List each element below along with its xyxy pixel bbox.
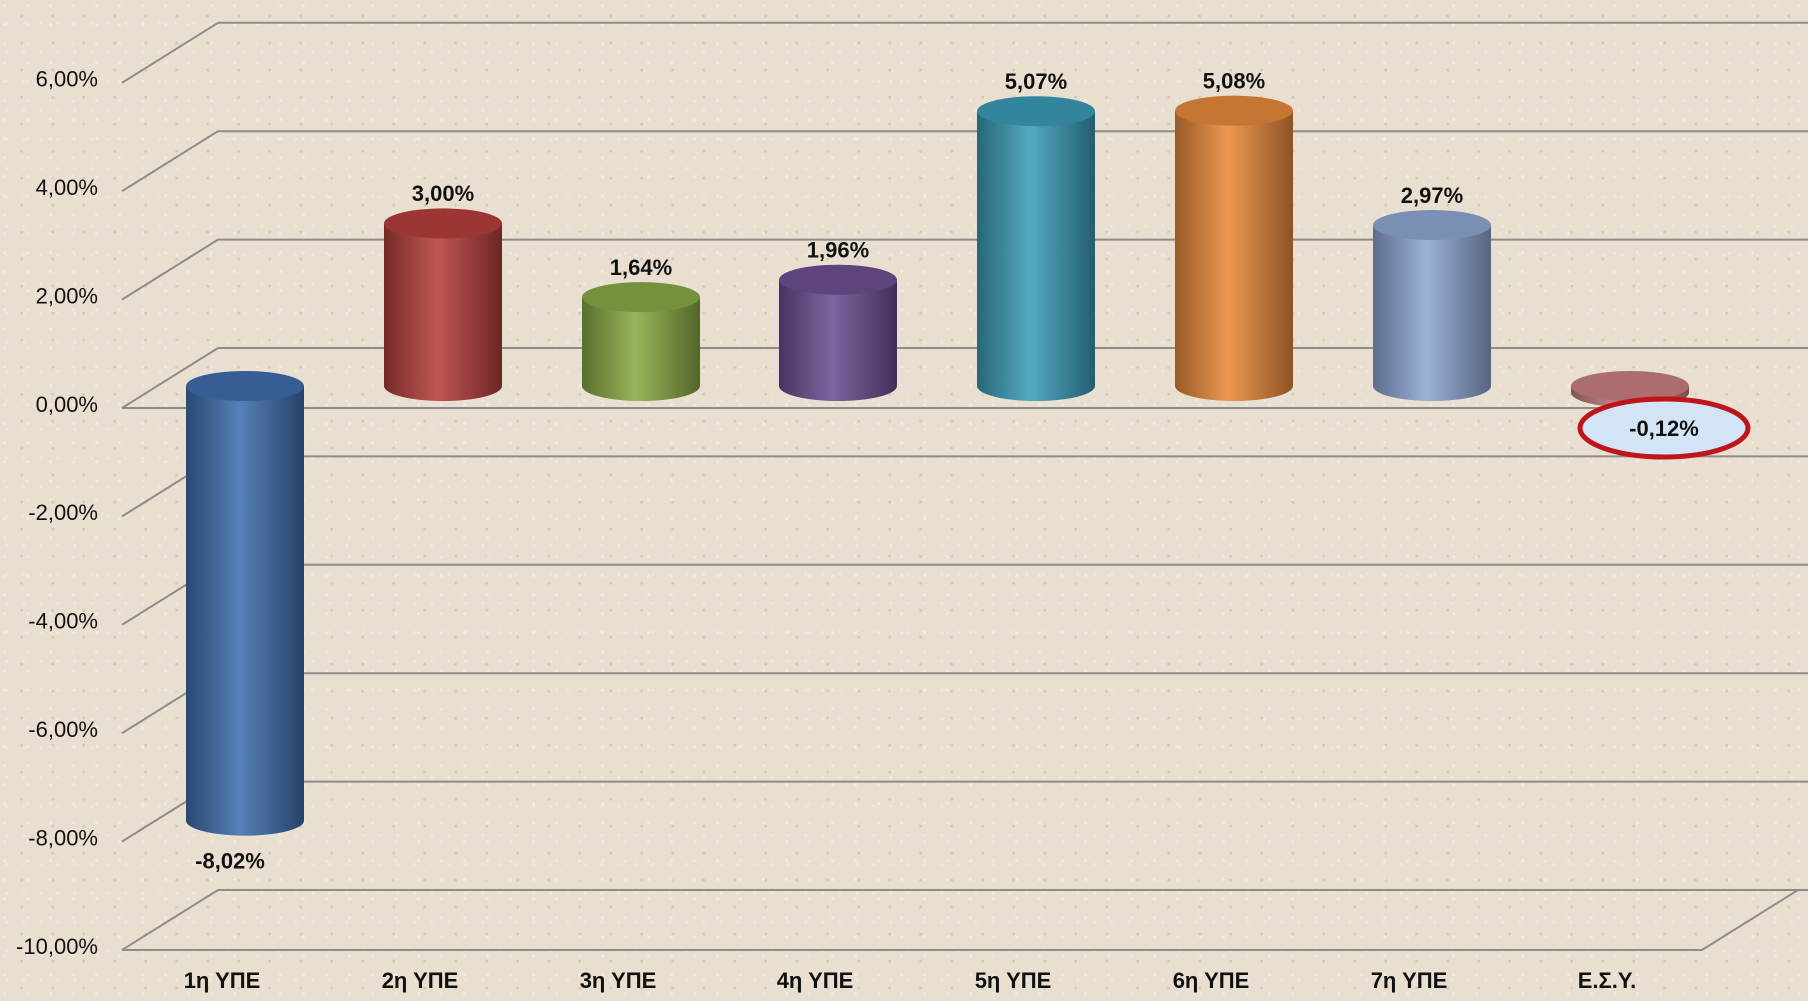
gridline-depth (121, 238, 219, 301)
bar-top (1373, 210, 1491, 241)
y-tick-label: 4,00% (36, 175, 98, 200)
gridline-depth (121, 130, 219, 193)
bar-bottom (582, 371, 700, 401)
category-label: 5η ΥΠΕ (975, 968, 1052, 993)
data-label: 5,08% (1203, 68, 1265, 93)
bar-top (186, 371, 304, 401)
bar-body (1175, 110, 1293, 386)
bar-bottom (779, 371, 897, 401)
y-tick-label: -10,00% (16, 934, 98, 959)
data-label: 1,96% (807, 238, 869, 263)
category-label: Ε.Σ.Υ. (1578, 968, 1636, 993)
x-axis: 1η ΥΠΕ 2η ΥΠΕ 3η ΥΠΕ 4η ΥΠΕ 5η ΥΠΕ 6η ΥΠΕ 7η Υ… (184, 968, 1637, 993)
data-label: 1,64% (610, 255, 672, 280)
bar-bottom (186, 805, 304, 836)
bar-body (384, 223, 502, 386)
y-tick-label: 0,00% (36, 392, 98, 417)
category-label: 4η ΥΠΕ (777, 968, 854, 993)
y-tick-label: -8,00% (28, 825, 98, 850)
category-label: 2η ΥΠΕ (382, 968, 459, 993)
y-tick-label: -2,00% (28, 500, 98, 525)
category-label: 3η ΥΠΕ (580, 968, 657, 993)
y-axis: 6,00% 4,00% 2,00% 0,00% -2,00% -4,00% -6,00% -8… (16, 67, 98, 959)
gridline-depth (121, 347, 219, 409)
bar-top (384, 208, 502, 239)
bar-top (977, 96, 1095, 127)
bar-top (1571, 371, 1689, 401)
bar-1 (186, 371, 304, 836)
bar-bottom (1373, 371, 1491, 401)
bar-top (779, 264, 897, 295)
bar-body (1373, 225, 1491, 386)
data-label: -0,12% (1629, 416, 1699, 441)
bar-6 (1175, 95, 1293, 401)
bar-7 (1373, 210, 1491, 401)
bar-bottom (1175, 371, 1293, 401)
data-label: 5,07% (1005, 69, 1067, 94)
y-tick-label: -4,00% (28, 609, 98, 634)
bars (186, 95, 1689, 836)
data-label: -8,02% (195, 848, 265, 873)
bar-top (582, 282, 700, 313)
data-labels: -8,02% 3,00% 1,64% 1,96% 5,07% 5,08% 2,97% -0,1… (195, 68, 1751, 873)
bar-bottom (384, 371, 502, 401)
data-label: 3,00% (412, 181, 474, 206)
bar-bottom (977, 371, 1095, 401)
bar-body (779, 279, 897, 386)
highlight-circle (1577, 396, 1751, 460)
gridline-depth (121, 21, 219, 84)
bar-body (977, 111, 1095, 387)
bar-5 (977, 96, 1095, 401)
y-tick-label: 6,00% (36, 67, 98, 92)
bar-3 (582, 282, 700, 401)
category-label: 1η ΥΠΕ (184, 968, 261, 993)
gridlines (121, 21, 1808, 951)
bar-2 (384, 208, 502, 401)
data-label: 2,97% (1401, 183, 1463, 208)
y-tick-label: 2,00% (36, 283, 98, 308)
bar-top (1175, 95, 1293, 126)
y-tick-label: -6,00% (28, 717, 98, 742)
bar-body (186, 386, 304, 821)
floor-right-edge (1701, 889, 1799, 951)
category-label: 7η ΥΠΕ (1371, 968, 1448, 993)
category-label: 6η ΥΠΕ (1173, 968, 1250, 993)
bar-4 (779, 264, 897, 401)
gridline-depth (121, 889, 219, 951)
